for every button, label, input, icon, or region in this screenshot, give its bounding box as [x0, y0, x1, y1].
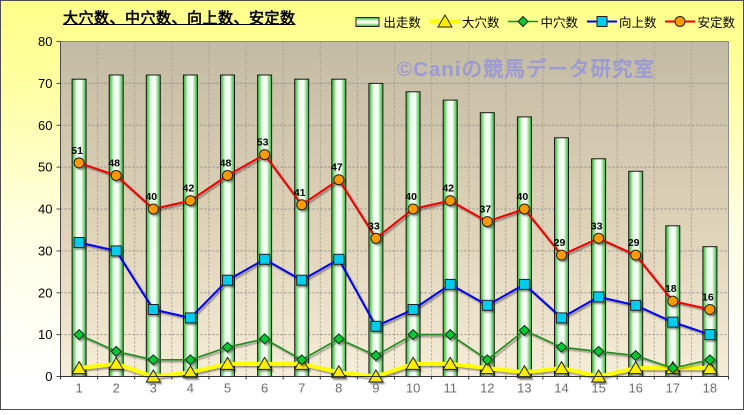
- line-series-1: [73, 324, 716, 374]
- svg-text:7: 7: [298, 381, 305, 396]
- line-series-2: [73, 237, 716, 341]
- svg-text:12: 12: [480, 381, 494, 396]
- svg-text:14: 14: [554, 381, 568, 396]
- svg-text:33: 33: [368, 220, 380, 232]
- svg-text:40: 40: [517, 191, 529, 203]
- legend-label: 大穴数: [461, 16, 500, 30]
- svg-text:37: 37: [479, 204, 491, 216]
- diamond-marker-icon: [508, 14, 539, 29]
- svg-text:20: 20: [38, 285, 52, 300]
- svg-text:48: 48: [220, 158, 232, 170]
- line-series-3: [73, 149, 716, 315]
- svg-text:30: 30: [38, 243, 52, 258]
- legend-item-chuanasu: 中穴数: [508, 12, 578, 31]
- svg-text:11: 11: [443, 381, 457, 396]
- svg-text:16: 16: [702, 292, 714, 304]
- chart-title: 大穴数、中穴数、向上数、安定数: [63, 10, 296, 27]
- legend-label: 出走数: [383, 16, 421, 30]
- svg-text:70: 70: [38, 76, 52, 91]
- svg-text:29: 29: [554, 237, 566, 249]
- svg-text:40: 40: [145, 191, 157, 203]
- svg-text:15: 15: [591, 381, 605, 396]
- svg-text:40: 40: [38, 202, 52, 217]
- chart-legend: 出走数 大穴数 中穴数 向上数 安定数: [355, 12, 735, 31]
- svg-text:51: 51: [71, 145, 83, 157]
- svg-text:17: 17: [666, 381, 680, 396]
- svg-text:60: 60: [38, 118, 52, 133]
- svg-text:10: 10: [38, 327, 52, 342]
- svg-text:18: 18: [665, 283, 677, 295]
- svg-text:3: 3: [150, 381, 157, 396]
- legend-label: 中穴数: [540, 16, 578, 30]
- triangle-marker-icon: [429, 14, 460, 29]
- svg-text:53: 53: [257, 137, 269, 149]
- svg-text:42: 42: [442, 183, 454, 195]
- svg-text:41: 41: [294, 187, 306, 199]
- legend-item-anteisu: 安定数: [665, 12, 735, 31]
- svg-text:9: 9: [372, 381, 379, 396]
- circle-marker-icon: [665, 14, 696, 29]
- svg-text:48: 48: [108, 158, 120, 170]
- svg-text:6: 6: [261, 381, 268, 396]
- svg-text:50: 50: [38, 160, 52, 175]
- square-marker-icon: [586, 14, 617, 29]
- svg-text:42: 42: [183, 183, 195, 195]
- legend-label: 向上数: [618, 16, 657, 30]
- svg-text:0: 0: [45, 369, 52, 384]
- svg-text:80: 80: [38, 34, 52, 49]
- svg-text:16: 16: [628, 381, 642, 396]
- svg-text:5: 5: [224, 381, 231, 396]
- svg-text:2: 2: [113, 381, 120, 396]
- line-series-0: [71, 356, 718, 383]
- svg-text:13: 13: [517, 381, 531, 396]
- svg-text:40: 40: [405, 191, 417, 203]
- svg-text:8: 8: [335, 381, 342, 396]
- svg-text:33: 33: [591, 220, 603, 232]
- svg-text:18: 18: [703, 381, 717, 396]
- svg-text:4: 4: [187, 381, 194, 396]
- legend-item-kojosu: 向上数: [586, 12, 657, 31]
- svg-text:1: 1: [75, 381, 82, 396]
- svg-text:10: 10: [406, 381, 420, 396]
- legend-item-ooanasu: 大穴数: [429, 12, 500, 31]
- bar-swatch-icon: [355, 16, 381, 28]
- legend-label: 安定数: [697, 16, 735, 30]
- svg-text:47: 47: [331, 162, 343, 174]
- svg-text:29: 29: [628, 237, 640, 249]
- legend-item-shussosu: 出走数: [355, 12, 421, 31]
